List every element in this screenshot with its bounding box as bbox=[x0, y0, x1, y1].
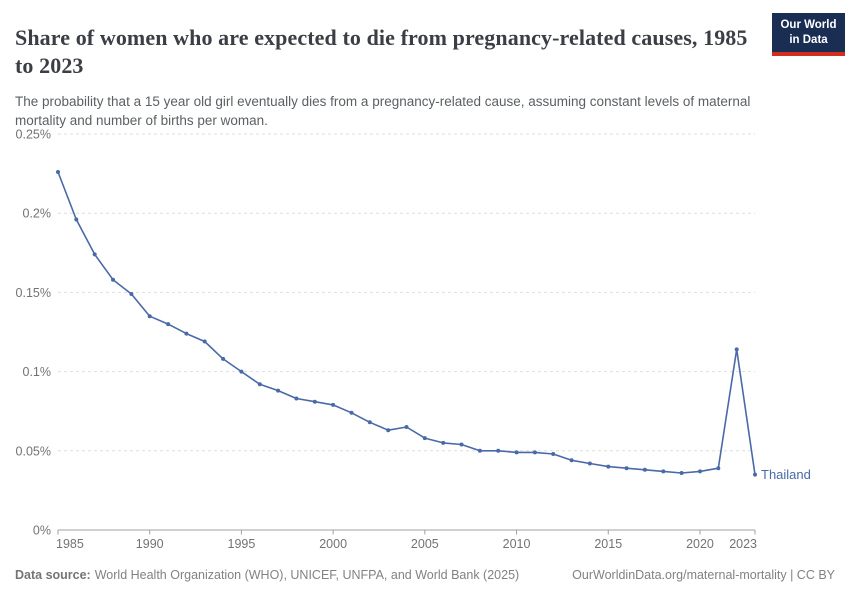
data-point[interactable] bbox=[642, 467, 647, 472]
data-point[interactable] bbox=[422, 436, 427, 441]
data-point[interactable] bbox=[92, 252, 97, 257]
data-point[interactable] bbox=[166, 322, 171, 327]
x-tick-label: 2010 bbox=[503, 537, 531, 551]
data-point[interactable] bbox=[56, 170, 60, 174]
y-tick-label: 0.2% bbox=[23, 207, 52, 221]
data-point[interactable] bbox=[734, 347, 739, 352]
data-point[interactable] bbox=[459, 442, 464, 447]
data-point[interactable] bbox=[129, 292, 134, 296]
data-point[interactable] bbox=[496, 448, 501, 453]
owid-logo[interactable]: Our World in Data bbox=[772, 13, 845, 56]
y-tick-label: 0.1% bbox=[23, 365, 52, 379]
data-point[interactable] bbox=[441, 440, 446, 445]
data-point[interactable] bbox=[349, 410, 354, 415]
data-source: Data source: World Health Organization (W… bbox=[15, 568, 519, 582]
y-tick-label: 0.15% bbox=[16, 286, 51, 300]
chart-subtitle: The probability that a 15 year old girl … bbox=[15, 93, 751, 128]
data-point[interactable] bbox=[276, 388, 281, 393]
entity-label-thailand[interactable]: Thailand bbox=[761, 467, 811, 482]
data-point[interactable] bbox=[202, 339, 207, 344]
data-point[interactable] bbox=[239, 369, 244, 374]
data-point[interactable] bbox=[551, 452, 556, 456]
data-point[interactable] bbox=[587, 461, 592, 466]
data-point[interactable] bbox=[331, 402, 336, 407]
data-source-label: Data source: bbox=[15, 568, 91, 582]
y-tick-label: 0.25% bbox=[16, 128, 51, 142]
x-tick-label: 1985 bbox=[56, 537, 84, 551]
data-point[interactable] bbox=[367, 420, 372, 425]
data-point[interactable] bbox=[569, 458, 574, 463]
x-tick-label: 2015 bbox=[594, 537, 622, 551]
owid-logo-line1: Our World bbox=[780, 19, 837, 31]
x-tick-label: 2023 bbox=[729, 537, 757, 551]
trend-line-thailand[interactable] bbox=[57, 171, 756, 476]
x-tick-label: 2020 bbox=[686, 537, 714, 551]
y-tick-label: 0.05% bbox=[16, 444, 51, 458]
page-title: Share of women who are expected to die f… bbox=[15, 24, 748, 78]
data-point[interactable] bbox=[514, 450, 519, 455]
x-tick-label: 1995 bbox=[228, 537, 256, 551]
data-point[interactable] bbox=[532, 450, 537, 455]
data-point[interactable] bbox=[477, 448, 482, 453]
data-point[interactable] bbox=[716, 466, 721, 471]
x-tick-label: 2000 bbox=[319, 537, 347, 551]
x-tick-label: 1990 bbox=[136, 537, 164, 551]
data-point[interactable] bbox=[184, 331, 189, 336]
data-point[interactable] bbox=[111, 277, 115, 282]
data-point[interactable] bbox=[606, 464, 611, 469]
data-point[interactable] bbox=[257, 382, 262, 387]
data-point[interactable] bbox=[661, 469, 666, 474]
data-point[interactable] bbox=[698, 469, 702, 474]
y-tick-label: 0% bbox=[33, 524, 51, 538]
data-point[interactable] bbox=[753, 472, 757, 477]
data-point[interactable] bbox=[386, 428, 391, 433]
data-point[interactable] bbox=[679, 471, 684, 475]
owid-url-license[interactable]: OurWorldinData.org/maternal-mortality | … bbox=[572, 568, 835, 582]
data-source-text: World Health Organization (WHO), UNICEF,… bbox=[94, 568, 520, 582]
data-point[interactable] bbox=[624, 466, 629, 471]
data-point[interactable] bbox=[221, 356, 226, 361]
x-tick-label: 2005 bbox=[411, 537, 439, 551]
data-point[interactable] bbox=[404, 425, 409, 429]
data-point[interactable] bbox=[312, 399, 317, 404]
owid-logo-line2: in Data bbox=[789, 33, 828, 46]
data-point[interactable] bbox=[74, 217, 79, 222]
data-point[interactable] bbox=[147, 314, 152, 319]
chart-footer: Data source: World Health Organization (W… bbox=[15, 568, 835, 582]
data-point[interactable] bbox=[294, 396, 299, 401]
